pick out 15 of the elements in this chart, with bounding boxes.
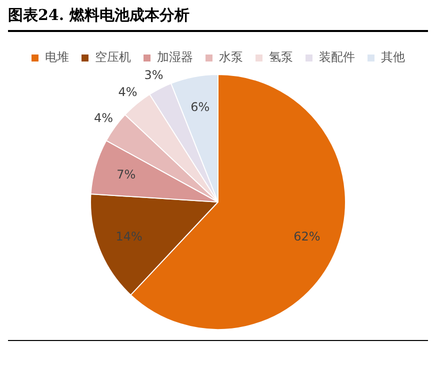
data-label: 3% xyxy=(144,68,164,82)
legend-label: 水泵 xyxy=(219,50,243,64)
data-label: 6% xyxy=(190,100,210,114)
legend-label: 电堆 xyxy=(45,50,69,64)
legend-label: 其他 xyxy=(381,50,405,64)
legend-label: 装配件 xyxy=(319,50,355,64)
data-label: 14% xyxy=(116,229,142,244)
data-label: 7% xyxy=(116,167,136,182)
legend-label: 氢泵 xyxy=(269,50,293,64)
chart-title: 图表24. 燃料电池成本分析 xyxy=(8,6,190,25)
legend-label: 加湿器 xyxy=(157,50,193,64)
legend-label: 空压机 xyxy=(95,50,131,64)
data-label: 4% xyxy=(94,110,114,125)
data-label: 4% xyxy=(118,85,138,100)
data-label: 62% xyxy=(294,229,320,244)
